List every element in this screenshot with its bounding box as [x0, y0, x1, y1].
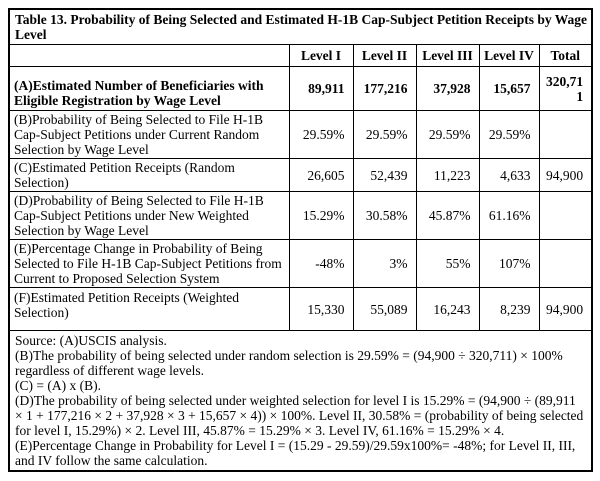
cell-value: 29.59% [288, 110, 354, 159]
note-c: (C) = (A) x (B). [15, 378, 101, 393]
cell-value: 177,216 [352, 66, 417, 111]
column-header-level-1: Level I [288, 44, 354, 67]
cell-value: 29.59% [478, 110, 540, 159]
column-header-level-4: Level IV [478, 44, 540, 67]
row-label: (D)Probability of Being Selected to File… [8, 191, 290, 240]
cell-value: 29.59% [415, 110, 480, 159]
cell-value: 52,439 [352, 158, 417, 192]
cell-value: 11,223 [415, 158, 480, 192]
column-header-total: Total [538, 44, 593, 67]
table-header-row: Level I Level II Level III Level IV Tota… [8, 44, 593, 67]
cell-value [538, 239, 593, 288]
cell-value [538, 191, 593, 240]
cell-value [538, 110, 593, 159]
cell-value: 37,928 [415, 66, 480, 111]
note-source: Source: (A)USCIS analysis. [15, 333, 167, 348]
table-title: Table 13. Probability of Being Selected … [8, 8, 593, 45]
cell-value: 4,633 [478, 158, 540, 192]
row-label: (A)Estimated Number of Beneficiaries wit… [8, 66, 290, 111]
column-header-blank [8, 44, 290, 67]
column-header-level-3: Level III [415, 44, 480, 67]
cell-value: 15.29% [288, 191, 354, 240]
h1b-wage-level-table: Table 13. Probability of Being Selected … [8, 8, 594, 472]
table-title-row: Table 13. Probability of Being Selected … [8, 8, 593, 45]
cell-value: 107% [478, 239, 540, 288]
cell-value: 30.58% [352, 191, 417, 240]
row-label: (F)Estimated Petition Receipts (Weighted… [8, 287, 290, 331]
cell-value: 45.87% [415, 191, 480, 240]
table-row-c: (C)Estimated Petition Receipts (Random S… [8, 158, 593, 192]
cell-value: 16,243 [415, 287, 480, 331]
cell-value: 3% [352, 239, 417, 288]
cell-value: 55,089 [352, 287, 417, 331]
source-notes: Source: (A)USCIS analysis. (B)The probab… [8, 330, 593, 472]
table-row-f: (F)Estimated Petition Receipts (Weighted… [8, 287, 593, 331]
cell-value: -48% [288, 239, 354, 288]
note-d: (D)The probability of being selected und… [15, 393, 584, 438]
column-header-level-2: Level II [352, 44, 417, 67]
cell-value: 55% [415, 239, 480, 288]
cell-value: 29.59% [352, 110, 417, 159]
row-label: (C)Estimated Petition Receipts (Random S… [8, 158, 290, 192]
table-row-e: (E)Percentage Change in Probability of B… [8, 239, 593, 288]
cell-value: 8,239 [478, 287, 540, 331]
row-label: (B)Probability of Being Selected to File… [8, 110, 290, 159]
table-row-b: (B)Probability of Being Selected to File… [8, 110, 593, 159]
cell-value: 89,911 [288, 66, 354, 111]
cell-value: 94,900 [538, 158, 593, 192]
cell-value: 15,330 [288, 287, 354, 331]
cell-value: 94,900 [538, 287, 593, 331]
note-b: (B)The probability of being selected und… [15, 348, 563, 378]
cell-value: 26,605 [288, 158, 354, 192]
cell-value: 61.16% [478, 191, 540, 240]
cell-value: 15,657 [478, 66, 540, 111]
table-notes-row: Source: (A)USCIS analysis. (B)The probab… [8, 330, 593, 472]
table-row-d: (D)Probability of Being Selected to File… [8, 191, 593, 240]
cell-value: 320,711 [538, 66, 593, 111]
table-row-a: (A)Estimated Number of Beneficiaries wit… [8, 66, 593, 111]
note-e: (E)Percentage Change in Probability for … [15, 438, 576, 468]
row-label: (E)Percentage Change in Probability of B… [8, 239, 290, 288]
